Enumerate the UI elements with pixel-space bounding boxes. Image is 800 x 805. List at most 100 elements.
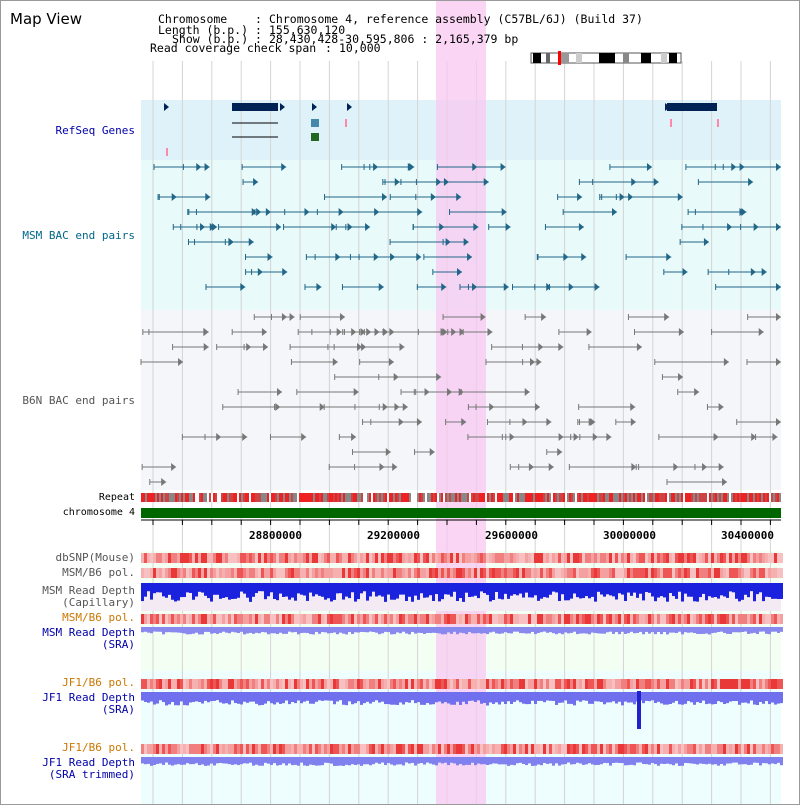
msm-pol-cell <box>759 614 762 624</box>
jf1-pol-cell <box>279 744 282 754</box>
msm-depth-capillary-bar <box>492 583 495 600</box>
jf1-pol-cell <box>681 744 684 754</box>
msm-depth-capillary-bar <box>171 583 174 600</box>
msm-pol-cell <box>189 568 192 578</box>
msm-depth-capillary-bar <box>417 583 420 600</box>
msm-depth-capillary-bar <box>174 583 177 602</box>
msm-pol-cell <box>279 568 282 578</box>
jf1-depth-trimmed-bar <box>747 757 750 765</box>
repeat-segment <box>149 493 151 502</box>
jf1-depth-trimmed-bar <box>597 757 600 765</box>
jf1-pol-cell <box>219 744 222 754</box>
msm-pol-cell <box>153 614 156 624</box>
dbsnp-cell <box>168 553 171 563</box>
msm-depth-sra-bar <box>654 627 657 635</box>
jf1-depth-sra-bar <box>210 692 213 702</box>
msm-pol-cell <box>453 614 456 624</box>
jf1-pol-cell <box>390 744 393 754</box>
jf1-pol-cell <box>240 744 243 754</box>
msm-bac-pair <box>776 283 781 291</box>
jf1-pol-cell <box>210 679 213 689</box>
jf1-depth-trimmed-bar <box>735 757 738 763</box>
repeat-segment <box>449 493 451 502</box>
msm-depth-capillary-bar <box>243 583 246 594</box>
jf1-pol-cell <box>201 744 204 754</box>
msm-depth-sra-bar <box>720 627 723 632</box>
msm-depth-capillary-bar <box>264 583 267 600</box>
repeat-segment <box>493 493 495 502</box>
msm-pol-cell <box>222 614 225 624</box>
msm-pol-cell <box>201 568 204 578</box>
msm-pol-cell <box>450 568 453 578</box>
msm-depth-capillary-bar <box>612 583 615 597</box>
dbsnp-cell <box>723 553 726 563</box>
msm-depth-capillary-bar <box>582 583 585 599</box>
jf1-pol-cell <box>711 679 714 689</box>
jf1-depth-sra-bar <box>198 692 201 703</box>
jf1-depth-trimmed-bar <box>276 757 279 766</box>
msm-pol-cell <box>678 568 681 578</box>
msm-pol-cell <box>474 614 477 624</box>
jf1-depth-trimmed-bar <box>300 757 303 763</box>
msm-bac-pair <box>171 193 177 201</box>
msm-bac-pair <box>253 178 259 186</box>
jf1-depth-trimmed-bar <box>600 757 603 765</box>
dbsnp-cell <box>582 553 585 563</box>
jf1-pol-cell <box>159 679 162 689</box>
jf1-depth-sra-bar <box>369 692 372 704</box>
msm-depth-sra-bar <box>285 627 288 634</box>
msm-depth-capillary-bar <box>366 583 369 601</box>
jf1-pol-cell <box>339 744 342 754</box>
jf1-pol-cell <box>291 744 294 754</box>
jf1-depth-sra-bar <box>486 692 489 706</box>
msm-depth-sra-bar <box>459 627 462 633</box>
msm-pol-cell <box>411 614 414 624</box>
msm-depth-capillary-bar <box>465 583 468 593</box>
msm-depth-capillary-bar <box>240 583 243 592</box>
msm-depth-sra-bar <box>384 627 387 632</box>
msm-depth-sra-bar <box>408 627 411 635</box>
dbsnp-cell <box>294 553 297 563</box>
repeat-segment <box>279 493 281 502</box>
msm-pol-cell <box>699 614 702 624</box>
jf1-pol-cell <box>612 744 615 754</box>
jf1-pol-cell <box>504 744 507 754</box>
jf1-pol-cell <box>153 679 156 689</box>
repeat-segment <box>199 493 201 502</box>
dbsnp-cell <box>726 553 729 563</box>
msm-bac-pair <box>212 223 218 231</box>
jf1-depth-trimmed-bar <box>327 757 330 763</box>
dbsnp-cell <box>192 553 195 563</box>
jf1-depth-sra-bar <box>177 692 180 706</box>
msm-depth-capillary-bar <box>411 583 414 602</box>
msm-pol-cell <box>585 568 588 578</box>
b6n-bac-pair <box>606 433 612 441</box>
track-label-jf1-pol-2: JF1/B6 pol. <box>62 741 135 754</box>
dbsnp-cell <box>747 553 750 563</box>
msm-depth-capillary-bar <box>735 583 738 599</box>
dbsnp-cell <box>657 553 660 563</box>
repeat-segment <box>303 493 305 502</box>
jf1-pol-cell <box>270 744 273 754</box>
jf1-depth-sra-bar <box>513 692 516 702</box>
msm-depth-sra-bar <box>564 627 567 633</box>
jf1-pol-cell <box>303 744 306 754</box>
jf1-depth-sra-bar <box>294 692 297 704</box>
msm-bac-pair <box>666 253 672 261</box>
dbsnp-cell <box>774 553 777 563</box>
msm-depth-sra-bar <box>525 627 528 634</box>
repeat-segment <box>201 493 203 502</box>
jf1-depth-trimmed-bar <box>717 757 720 766</box>
jf1-depth-sra-bar <box>642 692 645 704</box>
msm-pol-cell <box>159 568 162 578</box>
msm-depth-capillary-bar <box>255 583 258 594</box>
dbsnp-cell <box>144 553 147 563</box>
msm-pol-cell <box>396 614 399 624</box>
jf1-depth-sra-bar <box>468 692 471 701</box>
msm-pol-cell <box>186 568 189 578</box>
msm-pol-cell <box>519 614 522 624</box>
msm-depth-sra-bar <box>726 627 729 634</box>
jf1-depth-trimmed-bar <box>345 757 348 765</box>
repeat-segment <box>649 493 651 502</box>
